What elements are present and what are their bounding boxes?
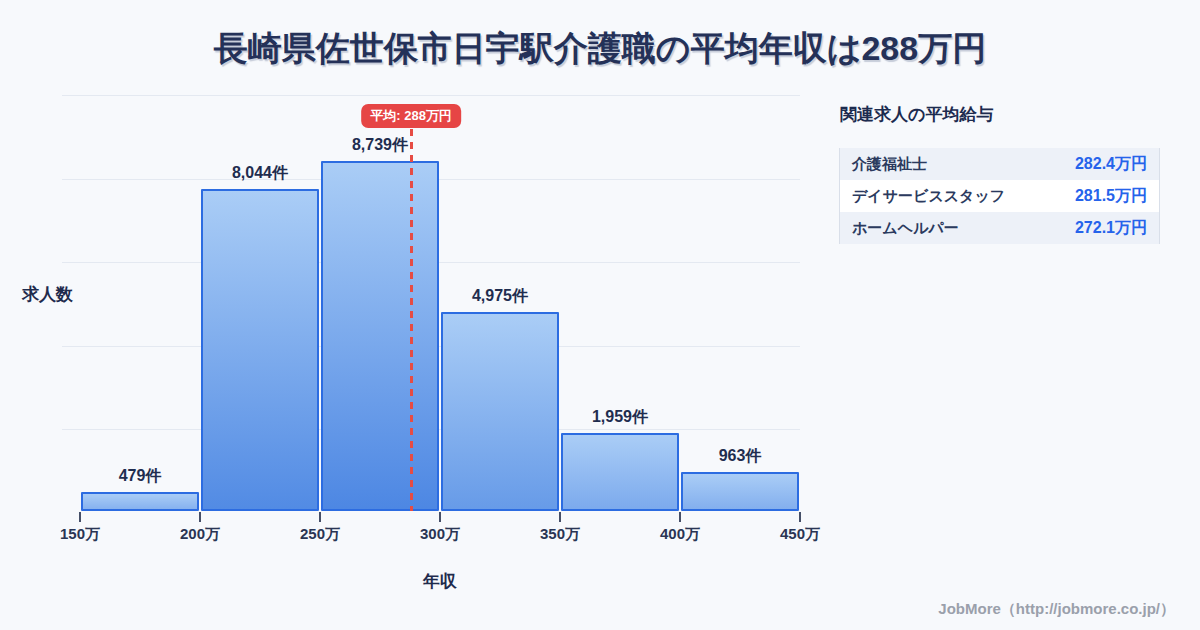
y-axis-label: 求人数 bbox=[22, 283, 73, 306]
bar-value-label: 479件 bbox=[80, 466, 200, 487]
job-name: 介護福祉士 bbox=[852, 155, 927, 174]
bar bbox=[201, 189, 319, 511]
bar bbox=[681, 472, 799, 511]
x-tick bbox=[799, 512, 801, 522]
x-tick-label: 150万 bbox=[40, 525, 120, 544]
grid-line bbox=[62, 95, 800, 96]
related-jobs-heading: 関連求人の平均給与 bbox=[840, 103, 993, 126]
bar bbox=[81, 492, 199, 511]
x-tick-label: 200万 bbox=[160, 525, 240, 544]
x-tick-label: 250万 bbox=[280, 525, 360, 544]
x-tick bbox=[439, 512, 441, 522]
average-line bbox=[410, 129, 413, 511]
footer-credit: JobMore（http://jobmore.co.jp/） bbox=[938, 600, 1175, 619]
job-salary: 281.5万円 bbox=[1075, 186, 1147, 207]
x-tick-label: 300万 bbox=[400, 525, 480, 544]
related-jobs-panel: 介護福祉士 282.4万円 デイサービススタッフ 281.5万円 ホームヘルパー… bbox=[839, 148, 1160, 244]
related-job-row: 介護福祉士 282.4万円 bbox=[840, 148, 1159, 180]
x-tick bbox=[319, 512, 321, 522]
related-job-row: デイサービススタッフ 281.5万円 bbox=[840, 180, 1159, 212]
related-job-row: ホームヘルパー 272.1万円 bbox=[840, 212, 1159, 244]
x-tick bbox=[199, 512, 201, 522]
x-tick bbox=[79, 512, 81, 522]
x-tick-label: 450万 bbox=[760, 525, 840, 544]
bar-value-label: 8,044件 bbox=[200, 163, 320, 184]
infographic-canvas: 長崎県佐世保市日宇駅介護職の平均年収は288万円 求人数 年収 479件 8,04… bbox=[0, 0, 1200, 630]
job-name: ホームヘルパー bbox=[852, 219, 959, 238]
x-tick-label: 350万 bbox=[520, 525, 600, 544]
bar bbox=[321, 161, 439, 511]
bar bbox=[561, 433, 679, 511]
job-salary: 272.1万円 bbox=[1075, 218, 1147, 239]
bar-value-label: 8,739件 bbox=[320, 135, 440, 156]
bar bbox=[441, 312, 559, 511]
bar-value-label: 1,959件 bbox=[560, 407, 680, 428]
x-tick-label: 400万 bbox=[640, 525, 720, 544]
page-title: 長崎県佐世保市日宇駅介護職の平均年収は288万円 bbox=[0, 26, 1200, 72]
x-axis-label: 年収 bbox=[0, 570, 880, 593]
x-tick bbox=[679, 512, 681, 522]
job-salary: 282.4万円 bbox=[1075, 154, 1147, 175]
bar-value-label: 963件 bbox=[680, 446, 800, 467]
average-badge: 平均: 288万円 bbox=[361, 104, 461, 128]
job-name: デイサービススタッフ bbox=[852, 187, 1005, 206]
bar-value-label: 4,975件 bbox=[440, 286, 560, 307]
x-tick bbox=[559, 512, 561, 522]
